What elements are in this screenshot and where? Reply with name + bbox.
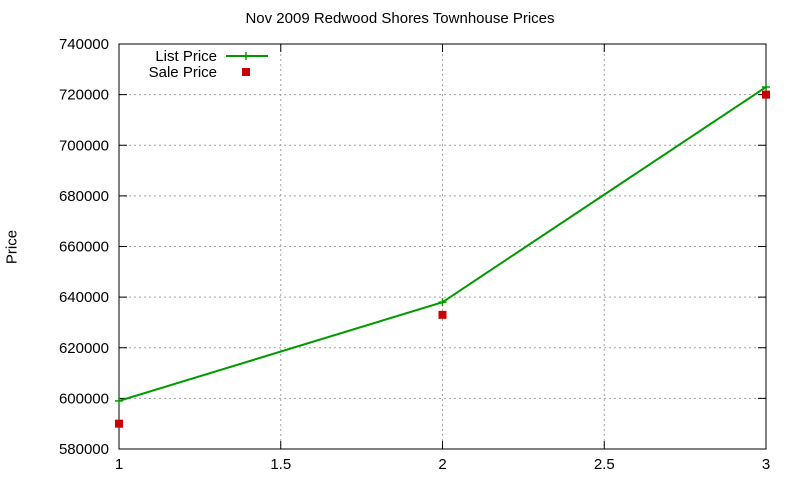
series-1: [115, 83, 770, 405]
tick-labels: 580000 600000 620000 640000 660000 680000 7000…: [59, 36, 770, 473]
legend-entry: List Price: [155, 48, 268, 65]
x-tick-label: 3: [762, 456, 770, 473]
y-tick-label: 720000: [59, 87, 109, 104]
data-point-square: [762, 90, 770, 99]
axis-ticks: [118, 43, 767, 450]
y-tick-label: 620000: [59, 340, 109, 357]
series-2: [115, 90, 770, 428]
legend-swatch-marker: [242, 68, 250, 76]
grid-lines: [119, 44, 766, 449]
y-tick-label: 660000: [59, 239, 109, 256]
data-point-plus: [438, 298, 447, 307]
x-tick-label: 2: [438, 456, 446, 473]
data-point-square: [438, 310, 447, 319]
legend-entry: Sale Price: [149, 64, 250, 81]
legend-swatch-marker: [242, 52, 250, 60]
data-point-square: [115, 419, 123, 428]
x-tick-label: 2.5: [594, 456, 615, 473]
x-tick-label: 1: [115, 456, 123, 473]
y-tick-label: 640000: [59, 289, 109, 306]
y-tick-label: 600000: [59, 390, 109, 407]
x-tick-label: 1.5: [270, 456, 291, 473]
y-tick-label: 580000: [59, 441, 109, 458]
data-point-plus: [762, 83, 770, 92]
series-layer: [115, 83, 770, 428]
legend-label: Sale Price: [149, 64, 217, 81]
y-tick-label: 700000: [59, 137, 109, 154]
y-tick-label: 680000: [59, 188, 109, 205]
chart-title: Nov 2009 Redwood Shores Townhouse Prices: [245, 10, 555, 27]
y-tick-label: 740000: [59, 36, 109, 53]
legend-label: List Price: [155, 48, 217, 65]
data-point-plus: [115, 396, 123, 405]
